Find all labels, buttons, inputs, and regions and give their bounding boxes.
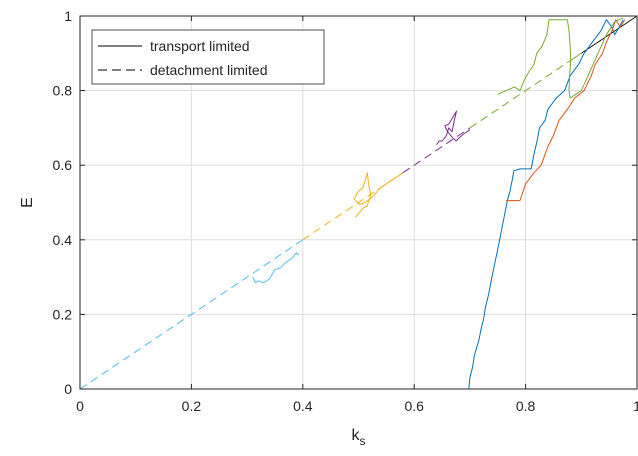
legend: transport limited detachment limited	[91, 29, 325, 85]
plot-frame	[79, 15, 638, 390]
x-tick-label: 0	[76, 398, 84, 414]
x-axis-label-main: k	[352, 427, 361, 444]
series-line-4	[497, 17, 624, 99]
diagonal-lines	[79, 15, 638, 390]
x-tick-label: 1	[633, 398, 638, 414]
series-line-3	[436, 110, 471, 146]
y-tick-label: 0.2	[53, 306, 73, 322]
diagonal-segment	[79, 239, 304, 390]
y-axis-label: E	[19, 197, 36, 208]
series-line-0	[468, 19, 624, 390]
legend-label-detachment-limited: detachment limited	[150, 62, 268, 78]
x-axis-label: ks	[352, 427, 366, 448]
diagonal-segment	[469, 60, 571, 129]
x-tick-label: 0.4	[293, 398, 313, 414]
y-tick-label: 0.6	[53, 157, 73, 173]
y-tick-label: 0	[64, 381, 72, 397]
y-tick-label: 0.8	[53, 83, 73, 99]
legend-box	[91, 29, 325, 85]
y-tick-label: 0.4	[53, 232, 73, 248]
x-tick-label: 0.2	[182, 398, 202, 414]
diagonal-segment	[302, 172, 404, 241]
series-group	[252, 17, 626, 390]
transport-limited-line	[581, 15, 638, 54]
diagonal-segment	[402, 127, 471, 174]
axis-ticks: 0 0.2 0.4 0.6 0.8 1 0 0.2 0.4 0.6 0.8 1	[53, 8, 638, 414]
legend-label-transport-limited: transport limited	[150, 38, 250, 54]
series-line-2	[353, 172, 404, 218]
y-tick-label: 1	[64, 8, 72, 24]
x-tick-label: 0.6	[404, 398, 424, 414]
series-line-1	[506, 19, 626, 202]
series-line-5	[252, 252, 300, 284]
x-axis-label-subscript: s	[360, 434, 366, 448]
x-tick-label: 0.8	[516, 398, 536, 414]
